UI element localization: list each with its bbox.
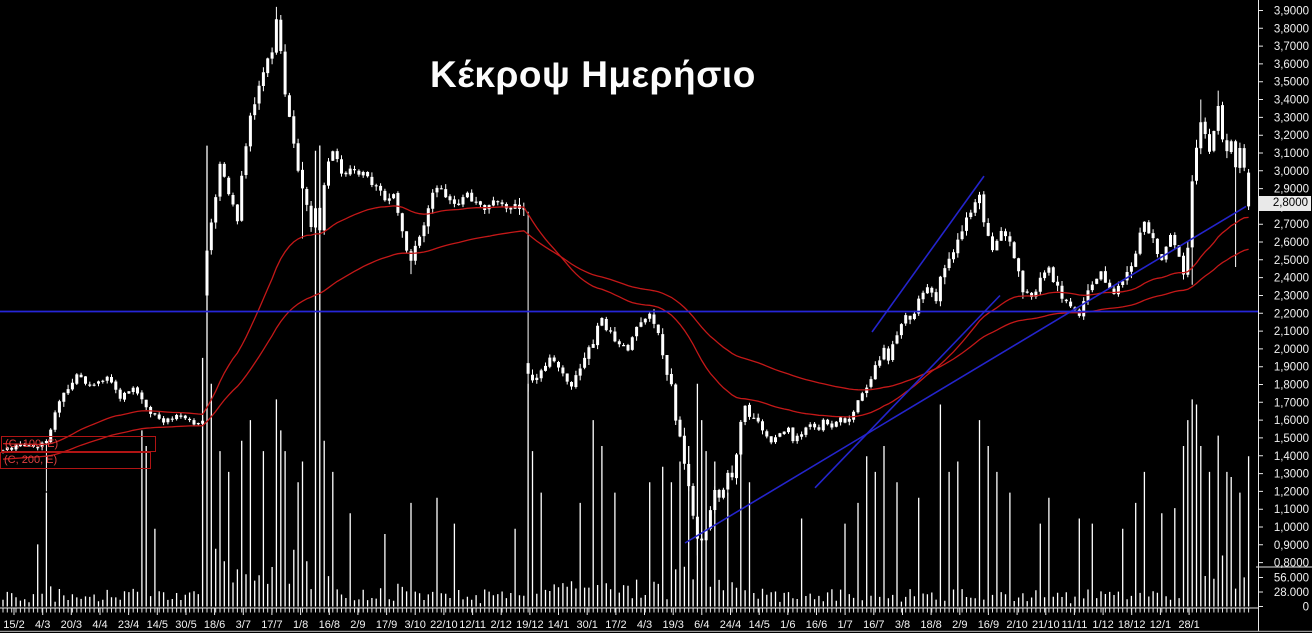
svg-text:1/7: 1/7 [837,619,852,631]
svg-text:1,0000: 1,0000 [1274,522,1309,534]
svg-text:2/9: 2/9 [350,619,365,631]
svg-text:11/11: 11/11 [1061,619,1087,631]
svg-text:1,4000: 1,4000 [1274,451,1309,463]
svg-text:2,0000: 2,0000 [1274,344,1309,356]
svg-text:28.000: 28.000 [1274,587,1309,599]
svg-text:19/3: 19/3 [662,619,683,631]
svg-text:2,9000: 2,9000 [1274,184,1309,196]
svg-text:17/2: 17/2 [605,619,626,631]
svg-text:1,7000: 1,7000 [1274,397,1309,409]
ema-lines [2,205,1249,460]
svg-text:28/1: 28/1 [1178,619,1199,631]
svg-text:15/2: 15/2 [3,619,24,631]
svg-text:1,1000: 1,1000 [1274,504,1309,516]
svg-text:18/6: 18/6 [204,619,225,631]
svg-text:2,2000: 2,2000 [1274,308,1309,320]
svg-text:17/7: 17/7 [261,619,282,631]
svg-text:1,2000: 1,2000 [1274,486,1309,498]
svg-text:4/4: 4/4 [92,619,107,631]
svg-text:4/3: 4/3 [637,619,652,631]
svg-text:18/8: 18/8 [920,619,941,631]
chart-title: Κέκροψ Ημερήσιο [430,54,756,95]
svg-text:2/9: 2/9 [952,619,967,631]
svg-text:14/5: 14/5 [147,619,168,631]
x-axis-labels: 15/2 4/3 20/3 4/4 23/4 14/5 30/5 18/6 3/7 17/7 1/8… [3,619,1200,631]
svg-text:3,2000: 3,2000 [1274,130,1309,142]
svg-text:2,1000: 2,1000 [1274,326,1309,338]
svg-text:1,6000: 1,6000 [1274,415,1309,427]
svg-text:23/4: 23/4 [118,619,139,631]
svg-text:6/4: 6/4 [694,619,709,631]
svg-text:3,4000: 3,4000 [1274,95,1309,107]
svg-text:18/12: 18/12 [1118,619,1146,631]
svg-text:24/4: 24/4 [720,619,741,631]
svg-text:3,1000: 3,1000 [1274,148,1309,160]
svg-text:1,5000: 1,5000 [1274,433,1309,445]
svg-text:3/10: 3/10 [404,619,425,631]
price-axis-labels: 3,9000 3,8000 3,7000 3,6000 3,5000 3,4000 3,30… [1274,6,1309,614]
svg-text:17/9: 17/9 [376,619,397,631]
svg-text:16/7: 16/7 [863,619,884,631]
svg-text:4/3: 4/3 [35,619,50,631]
svg-text:2,5000: 2,5000 [1274,255,1309,267]
svg-text:16/9: 16/9 [978,619,999,631]
svg-text:3,3000: 3,3000 [1274,112,1309,124]
svg-text:2,3000: 2,3000 [1274,291,1309,303]
svg-text:30/1: 30/1 [576,619,597,631]
svg-text:1/6: 1/6 [780,619,795,631]
svg-text:1,8000: 1,8000 [1274,380,1309,392]
svg-text:3,8000: 3,8000 [1274,23,1309,35]
ema100-line [2,205,1249,446]
svg-text:3,6000: 3,6000 [1274,59,1309,71]
svg-text:14/5: 14/5 [748,619,769,631]
svg-text:12/1: 12/1 [1150,619,1171,631]
svg-text:2,6000: 2,6000 [1274,237,1309,249]
svg-text:3/8: 3/8 [895,619,910,631]
last-price-label: 2,8000 [1259,196,1311,211]
svg-text:2,7000: 2,7000 [1274,219,1309,231]
svg-text:30/5: 30/5 [175,619,196,631]
svg-text:3/7: 3/7 [236,619,251,631]
svg-text:2/10: 2/10 [1006,619,1027,631]
svg-text:20/3: 20/3 [61,619,82,631]
svg-text:22/10: 22/10 [430,619,458,631]
svg-text:14/1: 14/1 [548,619,569,631]
svg-text:3,9000: 3,9000 [1274,6,1309,18]
svg-text:19/12: 19/12 [516,619,544,631]
svg-text:56.000: 56.000 [1274,573,1309,585]
svg-text:12/11: 12/11 [459,619,486,631]
svg-text:3,5000: 3,5000 [1274,77,1309,89]
svg-text:16/8: 16/8 [319,619,340,631]
svg-text:3,7000: 3,7000 [1274,41,1309,53]
svg-text:1/12: 1/12 [1092,619,1113,631]
trendlines [684,175,1247,544]
svg-text:2/12: 2/12 [490,619,511,631]
svg-text:0,9000: 0,9000 [1274,540,1309,552]
svg-text:1,9000: 1,9000 [1274,362,1309,374]
svg-text:2,4000: 2,4000 [1274,273,1309,285]
ema200-line [2,230,1249,460]
svg-text:3,0000: 3,0000 [1274,166,1309,178]
svg-text:1/8: 1/8 [293,619,308,631]
svg-text:16/6: 16/6 [806,619,827,631]
svg-text:1,3000: 1,3000 [1274,469,1309,481]
ema100-indicator-label: (C, 100, E) [1,436,156,452]
ema200-indicator-label: (C, 200, E) [0,452,151,469]
svg-text:21/10: 21/10 [1032,619,1060,631]
svg-text:0,8000: 0,8000 [1274,558,1309,570]
svg-text:0: 0 [1303,602,1309,614]
volume-bars [2,145,1250,607]
